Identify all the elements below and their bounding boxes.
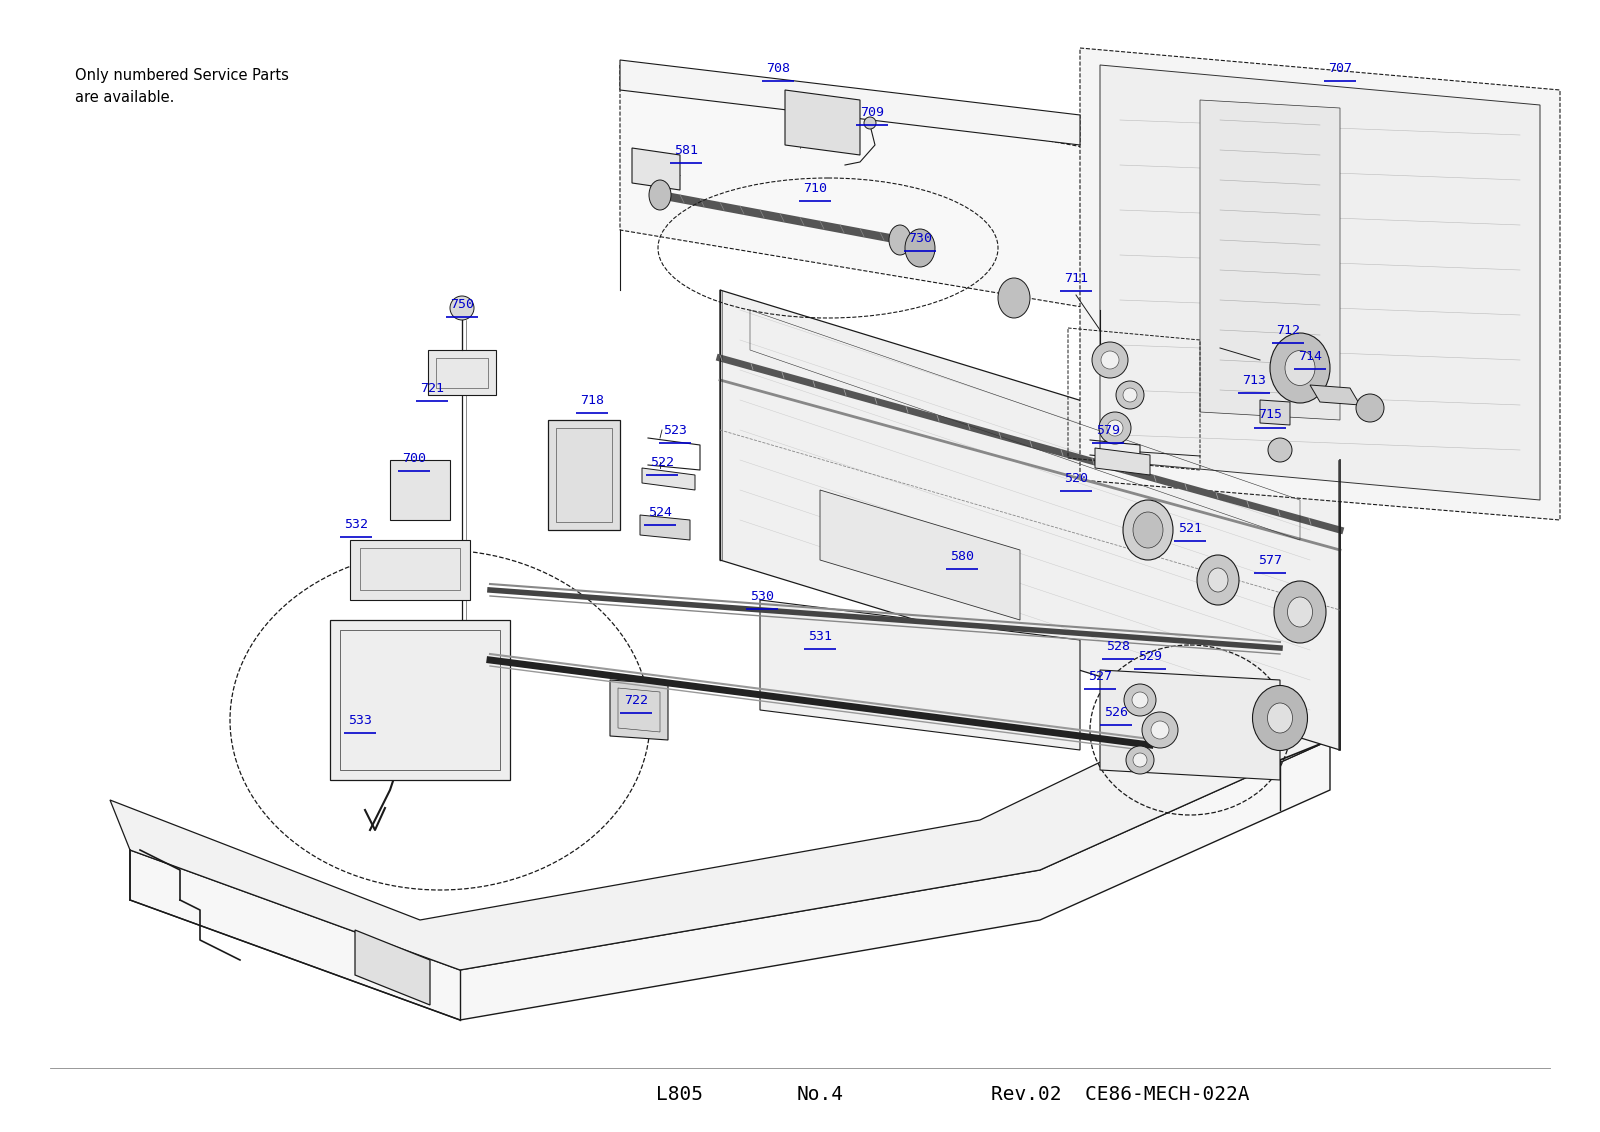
Text: 531: 531 bbox=[808, 629, 832, 643]
Circle shape bbox=[1357, 394, 1384, 422]
Text: 577: 577 bbox=[1258, 554, 1282, 566]
Text: 730: 730 bbox=[909, 232, 931, 245]
Text: 721: 721 bbox=[419, 381, 445, 394]
Text: 714: 714 bbox=[1298, 350, 1322, 362]
Circle shape bbox=[1107, 420, 1123, 436]
Polygon shape bbox=[819, 490, 1021, 620]
Polygon shape bbox=[390, 460, 450, 520]
Polygon shape bbox=[350, 540, 470, 600]
Circle shape bbox=[1091, 342, 1128, 378]
Ellipse shape bbox=[1274, 581, 1326, 643]
Text: 718: 718 bbox=[579, 394, 605, 406]
Text: 722: 722 bbox=[624, 694, 648, 706]
Text: 712: 712 bbox=[1277, 324, 1299, 336]
Text: 708: 708 bbox=[766, 61, 790, 75]
Polygon shape bbox=[621, 60, 1080, 145]
Text: 580: 580 bbox=[950, 549, 974, 563]
Circle shape bbox=[1099, 412, 1131, 444]
Polygon shape bbox=[621, 65, 1101, 310]
Ellipse shape bbox=[890, 225, 910, 255]
Polygon shape bbox=[110, 691, 1330, 970]
Circle shape bbox=[1133, 692, 1149, 708]
Circle shape bbox=[1142, 712, 1178, 748]
Text: 707: 707 bbox=[1328, 61, 1352, 75]
Polygon shape bbox=[1200, 100, 1341, 420]
Polygon shape bbox=[640, 515, 690, 540]
Text: 710: 710 bbox=[803, 181, 827, 195]
Polygon shape bbox=[786, 91, 861, 155]
Polygon shape bbox=[429, 350, 496, 395]
Polygon shape bbox=[330, 620, 510, 780]
Circle shape bbox=[1117, 381, 1144, 409]
Polygon shape bbox=[1261, 400, 1290, 424]
Polygon shape bbox=[642, 468, 694, 490]
Text: 526: 526 bbox=[1104, 705, 1128, 719]
Circle shape bbox=[1123, 388, 1138, 402]
Polygon shape bbox=[760, 600, 1080, 751]
Polygon shape bbox=[1101, 670, 1280, 780]
Circle shape bbox=[1267, 438, 1293, 462]
Circle shape bbox=[1126, 746, 1154, 774]
Circle shape bbox=[1150, 721, 1170, 739]
Ellipse shape bbox=[1253, 686, 1307, 751]
Text: 711: 711 bbox=[1064, 272, 1088, 284]
Text: 700: 700 bbox=[402, 452, 426, 464]
Text: L805: L805 bbox=[656, 1086, 704, 1105]
Text: No.4: No.4 bbox=[797, 1086, 843, 1105]
Polygon shape bbox=[1080, 48, 1560, 520]
Text: 532: 532 bbox=[344, 517, 368, 531]
Text: 521: 521 bbox=[1178, 522, 1202, 534]
Text: 713: 713 bbox=[1242, 374, 1266, 386]
Text: 523: 523 bbox=[662, 423, 686, 437]
Ellipse shape bbox=[1288, 597, 1312, 627]
Text: Rev.02  CE86-MECH-022A: Rev.02 CE86-MECH-022A bbox=[990, 1086, 1250, 1105]
Polygon shape bbox=[130, 740, 1330, 1020]
Text: 520: 520 bbox=[1064, 472, 1088, 484]
Text: 528: 528 bbox=[1106, 640, 1130, 652]
Text: 533: 533 bbox=[349, 713, 371, 727]
Ellipse shape bbox=[906, 229, 934, 267]
Ellipse shape bbox=[1197, 555, 1238, 604]
Circle shape bbox=[1133, 753, 1147, 767]
Text: 530: 530 bbox=[750, 590, 774, 602]
Text: 715: 715 bbox=[1258, 409, 1282, 421]
Polygon shape bbox=[610, 680, 669, 740]
Ellipse shape bbox=[1270, 333, 1330, 403]
Text: Only numbered Service Parts
are available.: Only numbered Service Parts are availabl… bbox=[75, 68, 290, 105]
Polygon shape bbox=[547, 420, 621, 530]
Text: 581: 581 bbox=[674, 144, 698, 156]
Polygon shape bbox=[1094, 448, 1150, 475]
Circle shape bbox=[450, 295, 474, 320]
Polygon shape bbox=[720, 290, 1341, 751]
Ellipse shape bbox=[1133, 512, 1163, 548]
Circle shape bbox=[1101, 351, 1118, 369]
Circle shape bbox=[1123, 684, 1155, 717]
Text: 750: 750 bbox=[450, 298, 474, 310]
Circle shape bbox=[864, 117, 877, 129]
Ellipse shape bbox=[1208, 568, 1229, 592]
Text: 522: 522 bbox=[650, 455, 674, 469]
Ellipse shape bbox=[1267, 703, 1293, 734]
Polygon shape bbox=[632, 148, 680, 190]
Text: 527: 527 bbox=[1088, 669, 1112, 683]
Ellipse shape bbox=[998, 278, 1030, 318]
Polygon shape bbox=[1101, 65, 1539, 500]
Ellipse shape bbox=[1285, 351, 1315, 386]
Text: 529: 529 bbox=[1138, 650, 1162, 662]
Ellipse shape bbox=[650, 180, 670, 211]
Text: 709: 709 bbox=[861, 105, 883, 119]
Ellipse shape bbox=[1123, 500, 1173, 560]
Text: 579: 579 bbox=[1096, 423, 1120, 437]
Polygon shape bbox=[1310, 385, 1360, 405]
Polygon shape bbox=[355, 931, 430, 1005]
Text: 524: 524 bbox=[648, 506, 672, 518]
